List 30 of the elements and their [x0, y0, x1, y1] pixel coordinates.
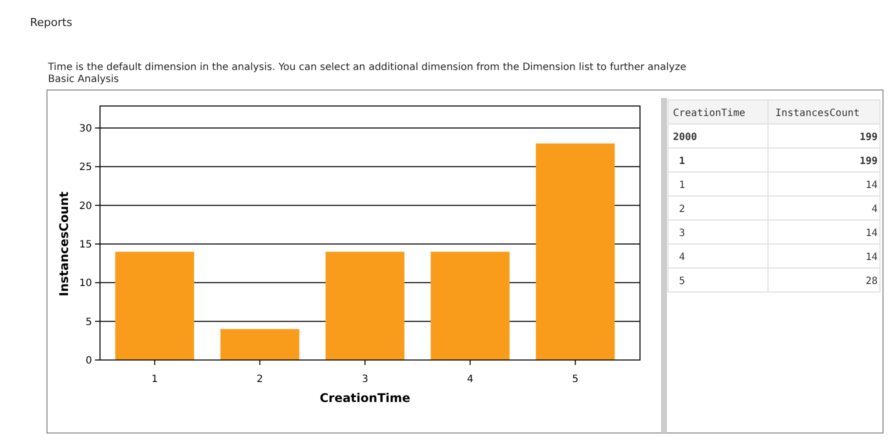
text: 1 199 — [673, 156, 878, 167]
x-tick-label: 2 — [256, 374, 264, 385]
text: 2 4 — [673, 204, 878, 215]
y-tick-label: 0 — [86, 356, 92, 366]
y-axis-title: InstancesCount — [57, 191, 71, 296]
text: 4 14 — [673, 252, 878, 263]
x-tick-label: 1 — [152, 374, 158, 385]
text: Basic Analysis — [48, 74, 119, 85]
text: CreationTime InstancesCount — [673, 108, 860, 119]
chart-subtitle: Time is the default dimension in the analysis. You can select an additional dimension from the Dimension list to further analyze — [47, 62, 686, 73]
text: 5 28 — [673, 276, 878, 287]
x-tick-label: 3 — [362, 374, 368, 385]
text: 1 14 — [673, 180, 878, 191]
y-tick-label: 5 — [86, 316, 92, 328]
bar — [115, 252, 194, 360]
chart-title: Reports — [30, 16, 72, 29]
x-tick-label: 5 — [572, 374, 578, 385]
bar — [536, 143, 615, 360]
x-axis-title: CreationTime — [320, 391, 410, 405]
y-tick-label: 20 — [79, 200, 92, 212]
y-tick-label: 15 — [79, 240, 92, 250]
bar — [326, 252, 404, 360]
text: 3 14 — [673, 228, 878, 239]
text: 2000 199 — [673, 132, 878, 143]
bar — [430, 252, 510, 360]
y-tick-label: 25 — [79, 162, 92, 174]
y-tick-label: 30 — [79, 124, 92, 134]
y-tick-label: 10 — [79, 278, 92, 290]
x-tick-label: 4 — [466, 374, 474, 385]
bar — [220, 329, 300, 360]
